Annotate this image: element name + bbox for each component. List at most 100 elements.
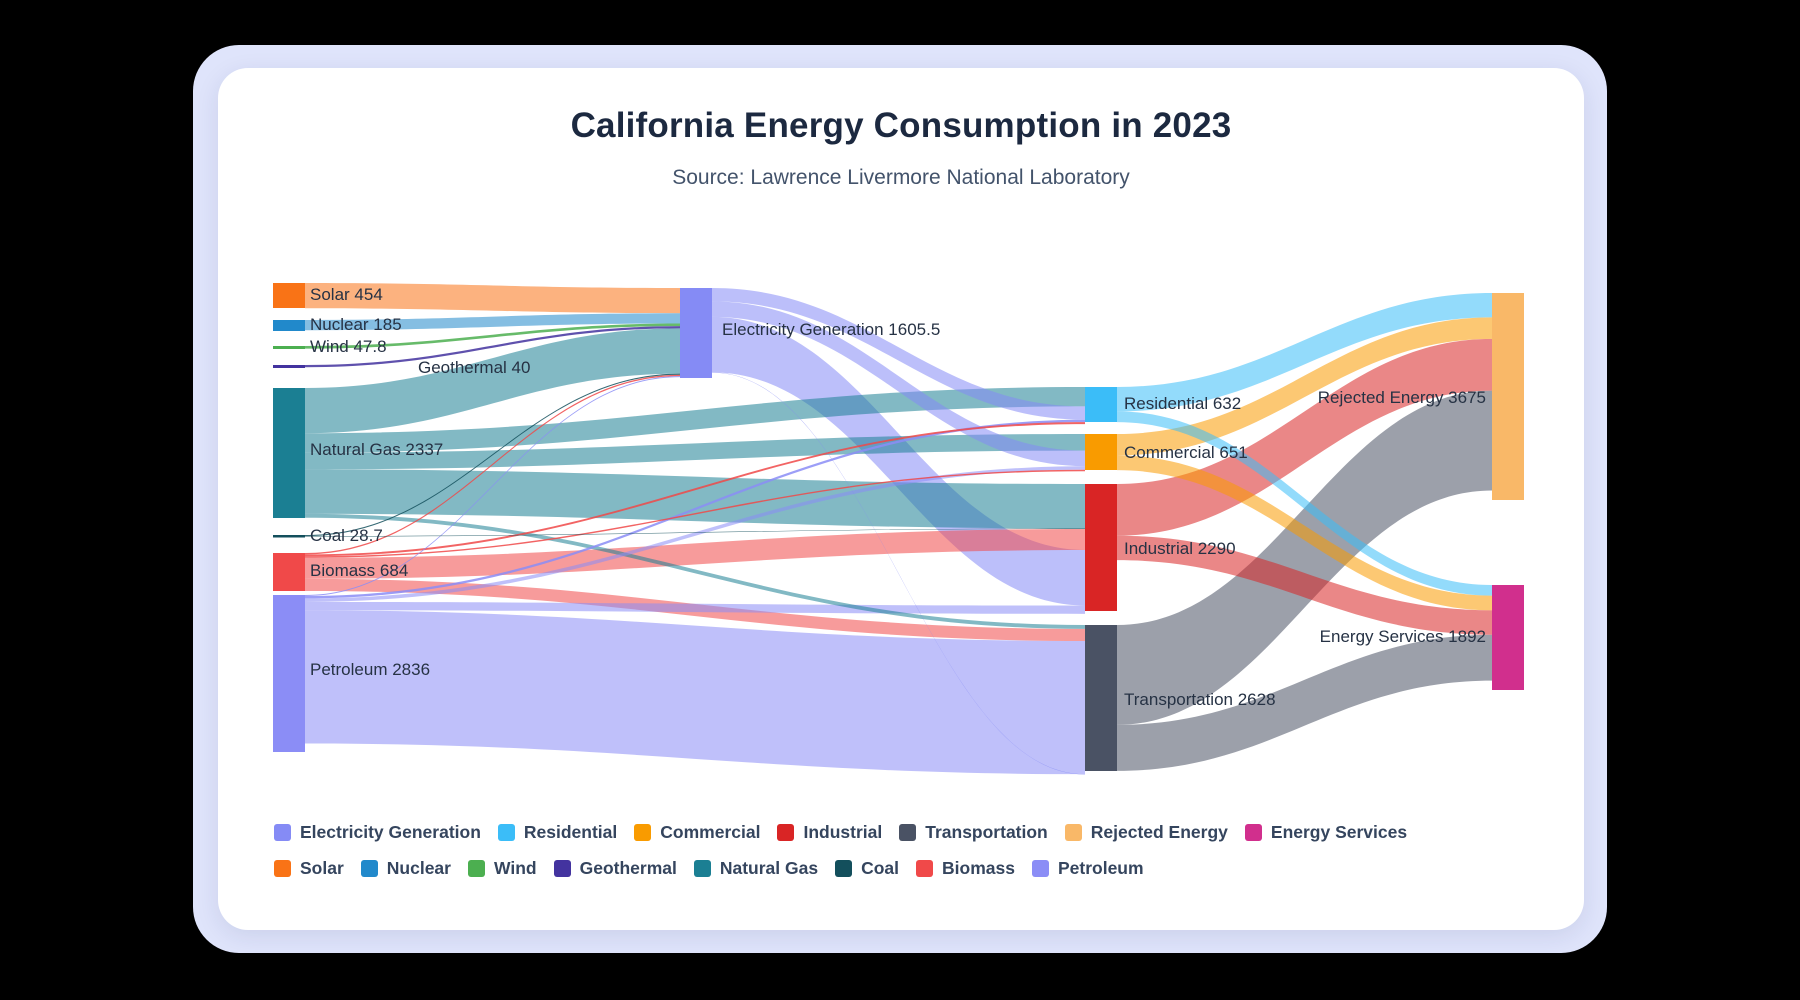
node-label-biomass: Biomass 684: [310, 561, 409, 580]
flow-biomass-to-industrial[interactable]: [305, 528, 1085, 579]
node-geothermal[interactable]: [273, 365, 305, 368]
legend-swatch-natural_gas: [693, 859, 711, 877]
legend-label-residential: Residential: [523, 822, 618, 842]
legend-label-geothermal: Geothermal: [579, 858, 677, 878]
flow-petroleum-to-residential[interactable]: [305, 419, 1085, 599]
node-label-nuclear: Nuclear 185: [310, 315, 402, 334]
node-petroleum[interactable]: [273, 595, 305, 752]
legend-swatch-transportation: [899, 823, 917, 841]
flow-natural_gas-to-transportation[interactable]: [305, 513, 1085, 629]
flow-petroleum-to-commercial[interactable]: [305, 466, 1085, 602]
chart-title: California Energy Consumption in 2023: [570, 106, 1232, 145]
node-label-electricity_generation: Electricity Generation 1605.5: [722, 320, 941, 339]
legend-label-energy_services: Energy Services: [1270, 822, 1408, 842]
flow-electricity_generation-to-residential[interactable]: [712, 288, 1085, 420]
flow-electricity_generation-to-transportation[interactable]: [712, 372, 1085, 775]
flow-residential-to-rejected_energy[interactable]: [1117, 293, 1492, 412]
flow-geothermal-to-electricity_generation[interactable]: [305, 326, 680, 368]
flow-natural_gas-to-electricity_generation[interactable]: [305, 328, 680, 434]
flow-nuclear-to-electricity_generation[interactable]: [305, 313, 680, 331]
legend-swatch-nuclear: [360, 859, 378, 877]
legend-item-solar[interactable]: Solar: [274, 855, 344, 881]
node-industrial[interactable]: [1085, 484, 1117, 611]
legend-label-wind: Wind: [493, 858, 537, 878]
flow-biomass-to-residential[interactable]: [305, 422, 1085, 557]
legend-row-1: Electricity Generation Residential Commerc…: [274, 819, 1534, 845]
legend-label-electricity_generation: Electricity Generation: [300, 822, 481, 842]
flow-petroleum-to-transportation[interactable]: [305, 610, 1085, 775]
node-commercial[interactable]: [1085, 434, 1117, 470]
legend-swatch-petroleum: [1031, 859, 1049, 877]
node-label-geothermal: Geothermal 40: [418, 358, 531, 377]
node-label-rejected_energy: Rejected Energy 3675: [1317, 388, 1486, 407]
flow-commercial-to-rejected_energy[interactable]: [1117, 317, 1492, 456]
legend-label-coal: Coal: [861, 858, 900, 878]
node-label-natural_gas: Natural Gas 2337: [310, 440, 444, 459]
node-solar[interactable]: [273, 283, 305, 308]
legend-item-nuclear[interactable]: Nuclear: [360, 855, 451, 881]
legend-item-residential[interactable]: Residential: [497, 819, 618, 845]
flow-transportation-to-rejected_energy[interactable]: [1117, 390, 1492, 725]
legend-label-biomass: Biomass: [942, 858, 1015, 878]
legend-item-rejected_energy[interactable]: Rejected Energy: [1064, 819, 1228, 845]
node-natural_gas[interactable]: [273, 388, 305, 518]
legend-label-transportation: Transportation: [925, 822, 1048, 842]
flow-commercial-to-energy_services[interactable]: [1117, 455, 1492, 611]
node-label-coal: Coal 28.7: [310, 526, 383, 545]
node-label-petroleum: Petroleum 2836: [310, 660, 431, 679]
node-label-residential: Residential 632: [1124, 394, 1242, 413]
legend-item-natural_gas[interactable]: Natural Gas: [693, 855, 818, 881]
legend-item-transportation[interactable]: Transportation: [899, 819, 1048, 845]
legend-swatch-industrial: [777, 823, 795, 841]
flow-natural_gas-to-residential[interactable]: [305, 387, 1085, 453]
flow-transportation-to-energy_services[interactable]: [1117, 634, 1492, 771]
flow-wind-to-electricity_generation[interactable]: [305, 323, 680, 349]
flow-petroleum-to-electricity_generation[interactable]: [305, 376, 680, 596]
legend-item-industrial[interactable]: Industrial: [777, 819, 882, 845]
legend-item-biomass[interactable]: Biomass: [916, 855, 1015, 881]
legend-label-industrial: Industrial: [803, 822, 883, 842]
legend-item-geothermal[interactable]: Geothermal: [553, 855, 677, 881]
node-coal[interactable]: [273, 535, 305, 538]
legend-item-wind[interactable]: Wind: [467, 855, 537, 881]
legend-item-petroleum[interactable]: Petroleum: [1031, 855, 1144, 881]
legend-item-electricity_generation[interactable]: Electricity Generation: [274, 819, 481, 845]
node-label-transportation: Transportation 2628: [1124, 690, 1276, 709]
flow-coal-to-electricity_generation[interactable]: [305, 373, 680, 537]
legend-swatch-solar: [274, 859, 291, 877]
flow-biomass-to-electricity_generation[interactable]: [305, 374, 680, 555]
legend-swatch-energy_services: [1244, 823, 1262, 841]
legend-swatch-residential: [497, 823, 515, 841]
flow-biomass-to-commercial[interactable]: [305, 469, 1085, 558]
legend-swatch-commercial: [634, 823, 652, 841]
flow-coal-to-industrial[interactable]: [305, 528, 1085, 537]
legend-label-petroleum: Petroleum: [1057, 858, 1144, 878]
legend-swatch-geothermal: [553, 859, 571, 877]
node-label-energy_services: Energy Services 1892: [1319, 627, 1486, 646]
node-energy_services[interactable]: [1492, 585, 1524, 690]
node-label-solar: Solar 454: [310, 285, 383, 304]
node-rejected_energy[interactable]: [1492, 293, 1524, 500]
legend: Electricity Generation Residential Commerc…: [274, 819, 1534, 891]
legend-swatch-electricity_generation: [274, 823, 291, 841]
flow-residential-to-energy_services[interactable]: [1117, 411, 1492, 596]
node-nuclear[interactable]: [273, 320, 305, 331]
flow-solar-to-electricity_generation[interactable]: [305, 283, 680, 314]
legend-label-rejected_energy: Rejected Energy: [1090, 822, 1228, 842]
legend-label-commercial: Commercial: [660, 822, 761, 842]
legend-item-coal[interactable]: Coal: [835, 855, 899, 881]
node-label-wind: Wind 47.8: [310, 337, 387, 356]
legend-item-energy_services[interactable]: Energy Services: [1244, 819, 1408, 845]
node-electricity_generation[interactable]: [680, 288, 712, 378]
flow-industrial-to-energy_services[interactable]: [1117, 535, 1492, 635]
node-residential[interactable]: [1085, 387, 1117, 422]
node-transportation[interactable]: [1085, 625, 1117, 771]
flow-electricity_generation-to-commercial[interactable]: [712, 301, 1085, 467]
legend-item-commercial[interactable]: Commercial: [634, 819, 760, 845]
legend-swatch-coal: [835, 859, 853, 877]
node-wind[interactable]: [273, 346, 305, 349]
legend-label-nuclear: Nuclear: [386, 858, 451, 878]
node-biomass[interactable]: [273, 553, 305, 591]
node-label-commercial: Commercial 651: [1124, 443, 1248, 462]
